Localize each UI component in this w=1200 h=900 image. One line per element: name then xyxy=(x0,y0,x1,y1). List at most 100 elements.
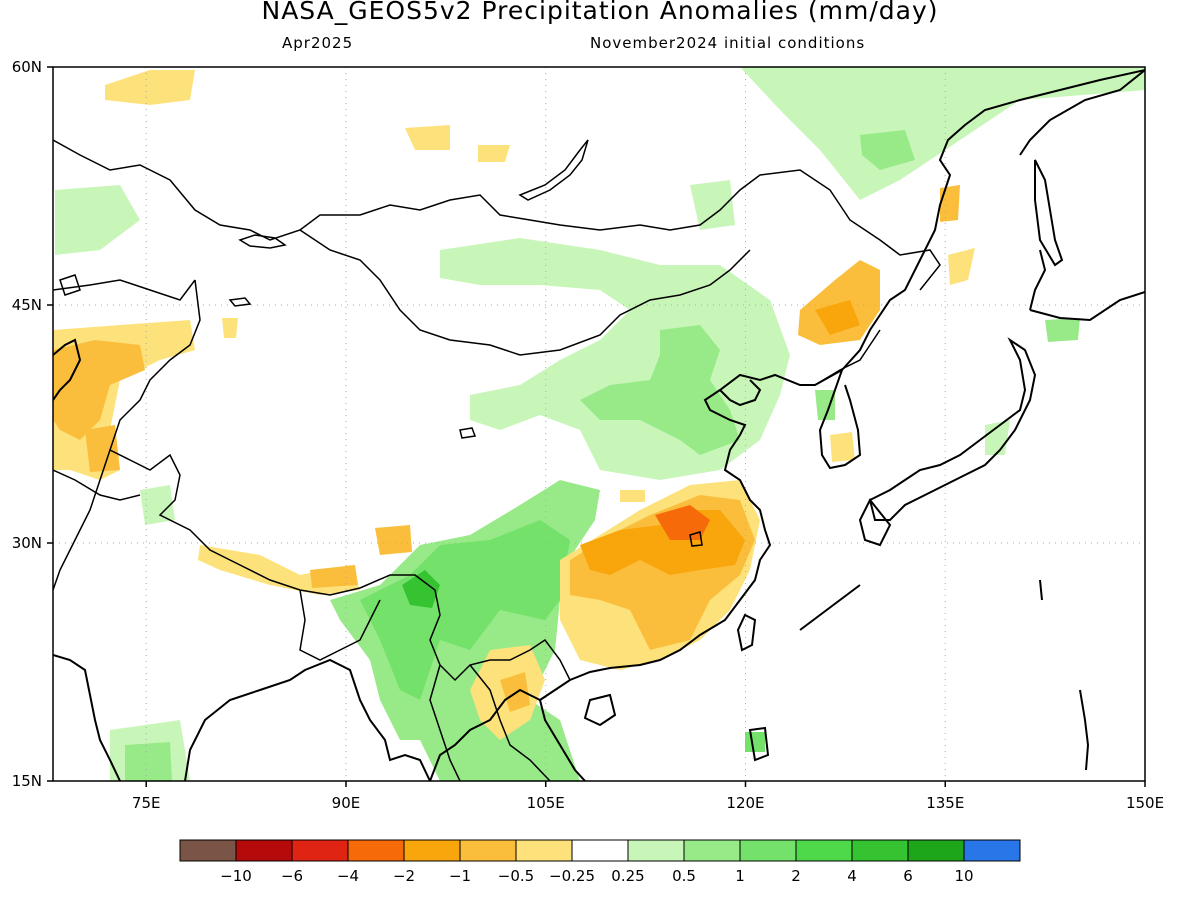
coastline-india-west xyxy=(53,654,121,781)
anomaly-region-kazakh-dry xyxy=(405,125,450,150)
anomaly-region-shandong-dry xyxy=(620,490,645,502)
anomaly-region-ural-dry xyxy=(105,70,195,105)
lat-tick-label: 15N xyxy=(12,772,42,790)
anomaly-region-mongolia-wet xyxy=(440,238,790,480)
anomaly-region-eastern-himalaya-wet-core xyxy=(402,570,440,608)
colorbar-tick-label: −1 xyxy=(449,867,471,885)
anomaly-region-tibet-dry xyxy=(375,525,412,555)
colorbar-swatch xyxy=(403,839,461,862)
colorbar-tick-label: −0.25 xyxy=(549,867,595,885)
lon-tick-label: 135E xyxy=(926,794,964,812)
coastline-ryukyu xyxy=(799,579,1090,771)
colorbar-tick-label: −6 xyxy=(281,867,303,885)
coastline-hainan xyxy=(583,693,617,727)
anomaly-region-ne-china-dry xyxy=(798,260,880,345)
colorbar-tick-label: −10 xyxy=(220,867,252,885)
border-mongolia xyxy=(299,229,751,356)
anomaly-region-sakhalin-wet xyxy=(925,70,1010,125)
anomaly-region-siberia-wet xyxy=(740,67,1145,200)
anomaly-region-xinjiang-dry xyxy=(222,318,238,338)
anomaly-region-west-siberia-wet xyxy=(55,185,140,255)
colorbar-swatch xyxy=(627,839,685,862)
colorbar-swatch xyxy=(963,839,1021,862)
colorbar-swatch xyxy=(907,839,965,862)
country-border-layer xyxy=(53,139,941,781)
lake-balkhash xyxy=(238,234,287,249)
anomaly-region-stanovoy-wet xyxy=(690,180,735,230)
border-china-myanmar xyxy=(359,574,571,682)
colorbar-tick-label: 4 xyxy=(847,867,857,885)
coastline-japan-honshu xyxy=(868,337,1037,521)
anomaly-region-north-china-wet xyxy=(580,325,740,455)
colorbar-swatch xyxy=(235,839,293,862)
colorbar-swatch xyxy=(851,839,909,862)
anomaly-region-japan-wet-2 xyxy=(985,420,1010,455)
colorbar-tick-label: −2 xyxy=(393,867,415,885)
colorbar-tick-label: 6 xyxy=(903,867,913,885)
anomaly-region-india-ne-wet-core xyxy=(125,742,172,781)
border-india-pakistan xyxy=(53,449,111,591)
coastline-bohai xyxy=(719,379,762,407)
colorbar-tick-label: 1 xyxy=(735,867,745,885)
colorbar-swatch xyxy=(795,839,853,862)
coastline-kyushu xyxy=(858,498,892,547)
coastline-kamchatka-okhotsk xyxy=(1019,69,1145,156)
anomaly-region-korea-dry xyxy=(830,432,855,462)
latitude-axis: 60N 45N 30N 15N xyxy=(12,58,53,790)
coastline-mainland xyxy=(538,69,1145,781)
colorbar-swatch xyxy=(179,839,237,862)
colorbar-swatch xyxy=(515,839,573,862)
plot-frame xyxy=(52,66,1146,782)
coastline-sri-lanka-gulf xyxy=(748,726,770,762)
anomaly-region-pamir-dry xyxy=(85,425,120,472)
colorbar-tick-label: 10 xyxy=(954,867,973,885)
coastline-japan-hokkaido xyxy=(1029,249,1145,322)
border-indochina xyxy=(429,664,551,781)
anomaly-region-hokkaido-dry xyxy=(948,248,975,285)
longitude-axis: 75E 90E 105E 120E 135E 150E xyxy=(132,781,1164,812)
anomaly-field-layer xyxy=(53,67,1145,781)
colorbar-tick-label: 0.5 xyxy=(672,867,696,885)
lat-tick-label: 30N xyxy=(12,534,42,552)
colorbar-tick-label: 0.25 xyxy=(611,867,644,885)
anomaly-region-ne-china-core xyxy=(815,300,860,335)
gridlines xyxy=(53,67,1145,781)
border-china-west xyxy=(109,279,361,596)
lat-tick-label: 60N xyxy=(12,58,42,76)
anomaly-region-laos-dry xyxy=(500,672,530,712)
lake-layer xyxy=(59,139,703,547)
colorbar: −10 −6 −4 −2 −1 −0.5 −0.25 0.25 0.5 1 2 4 6 10 xyxy=(179,839,1021,885)
anomaly-region-okhotsk-dry xyxy=(940,185,960,222)
colorbar-tick-label: 2 xyxy=(791,867,801,885)
lon-tick-label: 120E xyxy=(726,794,764,812)
anomaly-region-siberia-wet-core xyxy=(860,130,915,170)
anomaly-region-himalaya-moderate xyxy=(310,565,358,588)
colorbar-tick-label: −4 xyxy=(337,867,359,885)
coastline-caspian xyxy=(53,338,82,401)
lake-poyang xyxy=(689,531,703,547)
lake-baikal xyxy=(518,139,589,201)
anomaly-region-yunnan-wet xyxy=(360,520,570,700)
border-russia-kazakh xyxy=(53,139,941,291)
lake-issyk-kul xyxy=(228,297,252,307)
coastline-indochina xyxy=(429,688,541,781)
coastline-korea xyxy=(818,369,862,470)
colorbar-swatch xyxy=(683,839,741,862)
lon-tick-label: 150E xyxy=(1126,794,1164,812)
coastline-layer xyxy=(53,69,1145,781)
coastline-sakhalin xyxy=(1034,159,1064,267)
colorbar-swatch xyxy=(739,839,797,862)
anomaly-region-se-china-core xyxy=(655,505,710,540)
colorbar-swatch xyxy=(347,839,405,862)
anomaly-region-japan-wet xyxy=(1045,318,1080,342)
lat-tick-label: 45N xyxy=(12,296,42,314)
colorbar-swatch xyxy=(291,839,349,862)
coastline-taiwan xyxy=(736,613,757,652)
lake-aral xyxy=(59,274,81,296)
map-title: NASA_GEOS5v2 Precipitation Anomalies (mm… xyxy=(261,0,939,25)
lon-tick-label: 105E xyxy=(527,794,565,812)
valid-month-label: Apr2025 xyxy=(282,34,354,52)
border-india-bangladesh xyxy=(299,589,381,661)
anomaly-region-central-asia-moderate xyxy=(53,340,145,440)
